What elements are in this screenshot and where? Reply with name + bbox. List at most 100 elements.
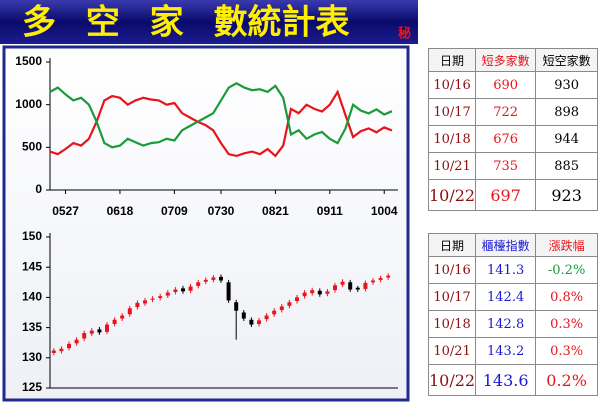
table-cell: 676 [475,125,537,153]
candle-body [302,292,307,297]
table-cell: 10/21 [427,337,477,365]
table-cell: 0.3% [535,337,599,365]
line [49,82,393,149]
table-row: 10/21 143.2 0.3% [427,337,599,365]
candle-body [51,350,56,353]
y-tick-label: 500 [22,140,42,154]
y-tick-label: 150 [22,229,42,243]
table-cell: 930 [535,71,599,99]
table-cell: 141.3 [475,256,537,284]
candle-body [257,320,261,324]
candle-body [272,310,277,315]
table-cell: 143.2 [475,337,537,365]
candle-body [203,279,208,282]
x-tick-label: 0821 [262,204,289,218]
table-cell: 0.8% [535,283,599,311]
table-cell: 0.3% [535,310,599,338]
candle-body [371,280,375,283]
candle-body [67,343,71,349]
candle-body [234,302,239,311]
table-cell: 日期 [427,48,477,72]
candle-body [363,282,368,289]
table-cell: 日期 [427,233,477,257]
table-cell: -0.2% [535,256,599,284]
badge: 秘 [398,26,411,42]
candle-body [310,290,315,294]
candle-body [295,297,299,302]
x-tick-label: 0730 [208,204,235,218]
candle-body [188,286,193,291]
candle-body [355,287,360,290]
table: 日期 短多家數 短空家數 10/16 690 930 10/17 722 898 10/18 676… [427,48,599,211]
table-cell: 142.4 [475,283,537,311]
candle-body [317,290,322,295]
y-tick-label: 125 [22,380,42,394]
y-tick-label: 130 [22,350,42,364]
candle-body [378,278,383,280]
candle-body [279,306,284,311]
table-cell: 10/22 [427,364,477,396]
candle-body [150,298,155,300]
header-row: 日期 櫃檯指數 漲跌幅 [427,233,599,257]
table-cell: 10/18 [427,125,477,153]
x-tick-label: 0709 [161,204,188,218]
candle-body [386,275,391,278]
candle-body [112,319,117,324]
table-cell: 短多家數 [475,48,537,72]
y-tick-label: 140 [22,290,42,304]
candle-body [181,288,185,292]
candle-body [74,339,79,344]
x-tick-label: 0527 [52,204,79,218]
x-tick-label: 0618 [107,204,134,218]
candle-body [105,324,109,332]
table-row: 10/18 142.8 0.3% [427,310,599,338]
title: 多 空 家 數統計表 [22,3,350,43]
candle-body [158,296,163,299]
table-cell: 10/21 [427,152,477,180]
table-row: 10/16 141.3 -0.2% [427,256,599,284]
candle-body [120,315,125,319]
table-cell: 885 [535,152,599,180]
table-row: 10/22 143.6 0.2% [427,364,599,396]
y-tick-label: 1000 [15,97,42,111]
table-cell: 10/22 [427,179,477,211]
table-cell: 櫃檯指數 [475,233,537,257]
table-cell: 短空家數 [535,48,599,72]
header-row: 日期 短多家數 短空家數 [427,48,599,72]
candle-body [219,276,223,281]
y-tick-label: 0 [35,182,42,196]
table-cell: 697 [475,179,537,211]
table-row: 10/17 142.4 0.8% [427,283,599,311]
table-cell: 10/16 [427,71,477,99]
table-row: 10/21 735 885 [427,152,599,180]
candle-body [348,282,353,290]
chart-panel [2,45,410,402]
candle-body [287,302,292,306]
table-cell: 0.2% [535,364,599,396]
table-row: 10/16 690 930 [427,71,599,99]
candle-body [89,330,94,334]
table-cell: 10/18 [427,310,477,338]
table-cell: 10/17 [427,283,477,311]
table-cell: 690 [475,71,537,99]
table-cell: 10/16 [427,256,477,284]
table-cell: 944 [535,125,599,153]
table-cell: 722 [475,98,537,126]
table-row: 10/22 697 923 [427,179,599,211]
candle-body [135,302,140,308]
table-cell: 898 [535,98,599,126]
table-cell: 142.8 [475,310,537,338]
candle-body [264,315,269,320]
candle-body [173,289,178,292]
candle-body [325,291,330,294]
table-row: 10/17 722 898 [427,98,599,126]
table-cell: 923 [535,179,599,211]
x-tick-label: 0911 [317,204,343,218]
candle-body [82,333,87,339]
candle-body [249,319,254,325]
banner [0,0,418,44]
candle-body [340,281,345,285]
table-cell: 10/17 [427,98,477,126]
